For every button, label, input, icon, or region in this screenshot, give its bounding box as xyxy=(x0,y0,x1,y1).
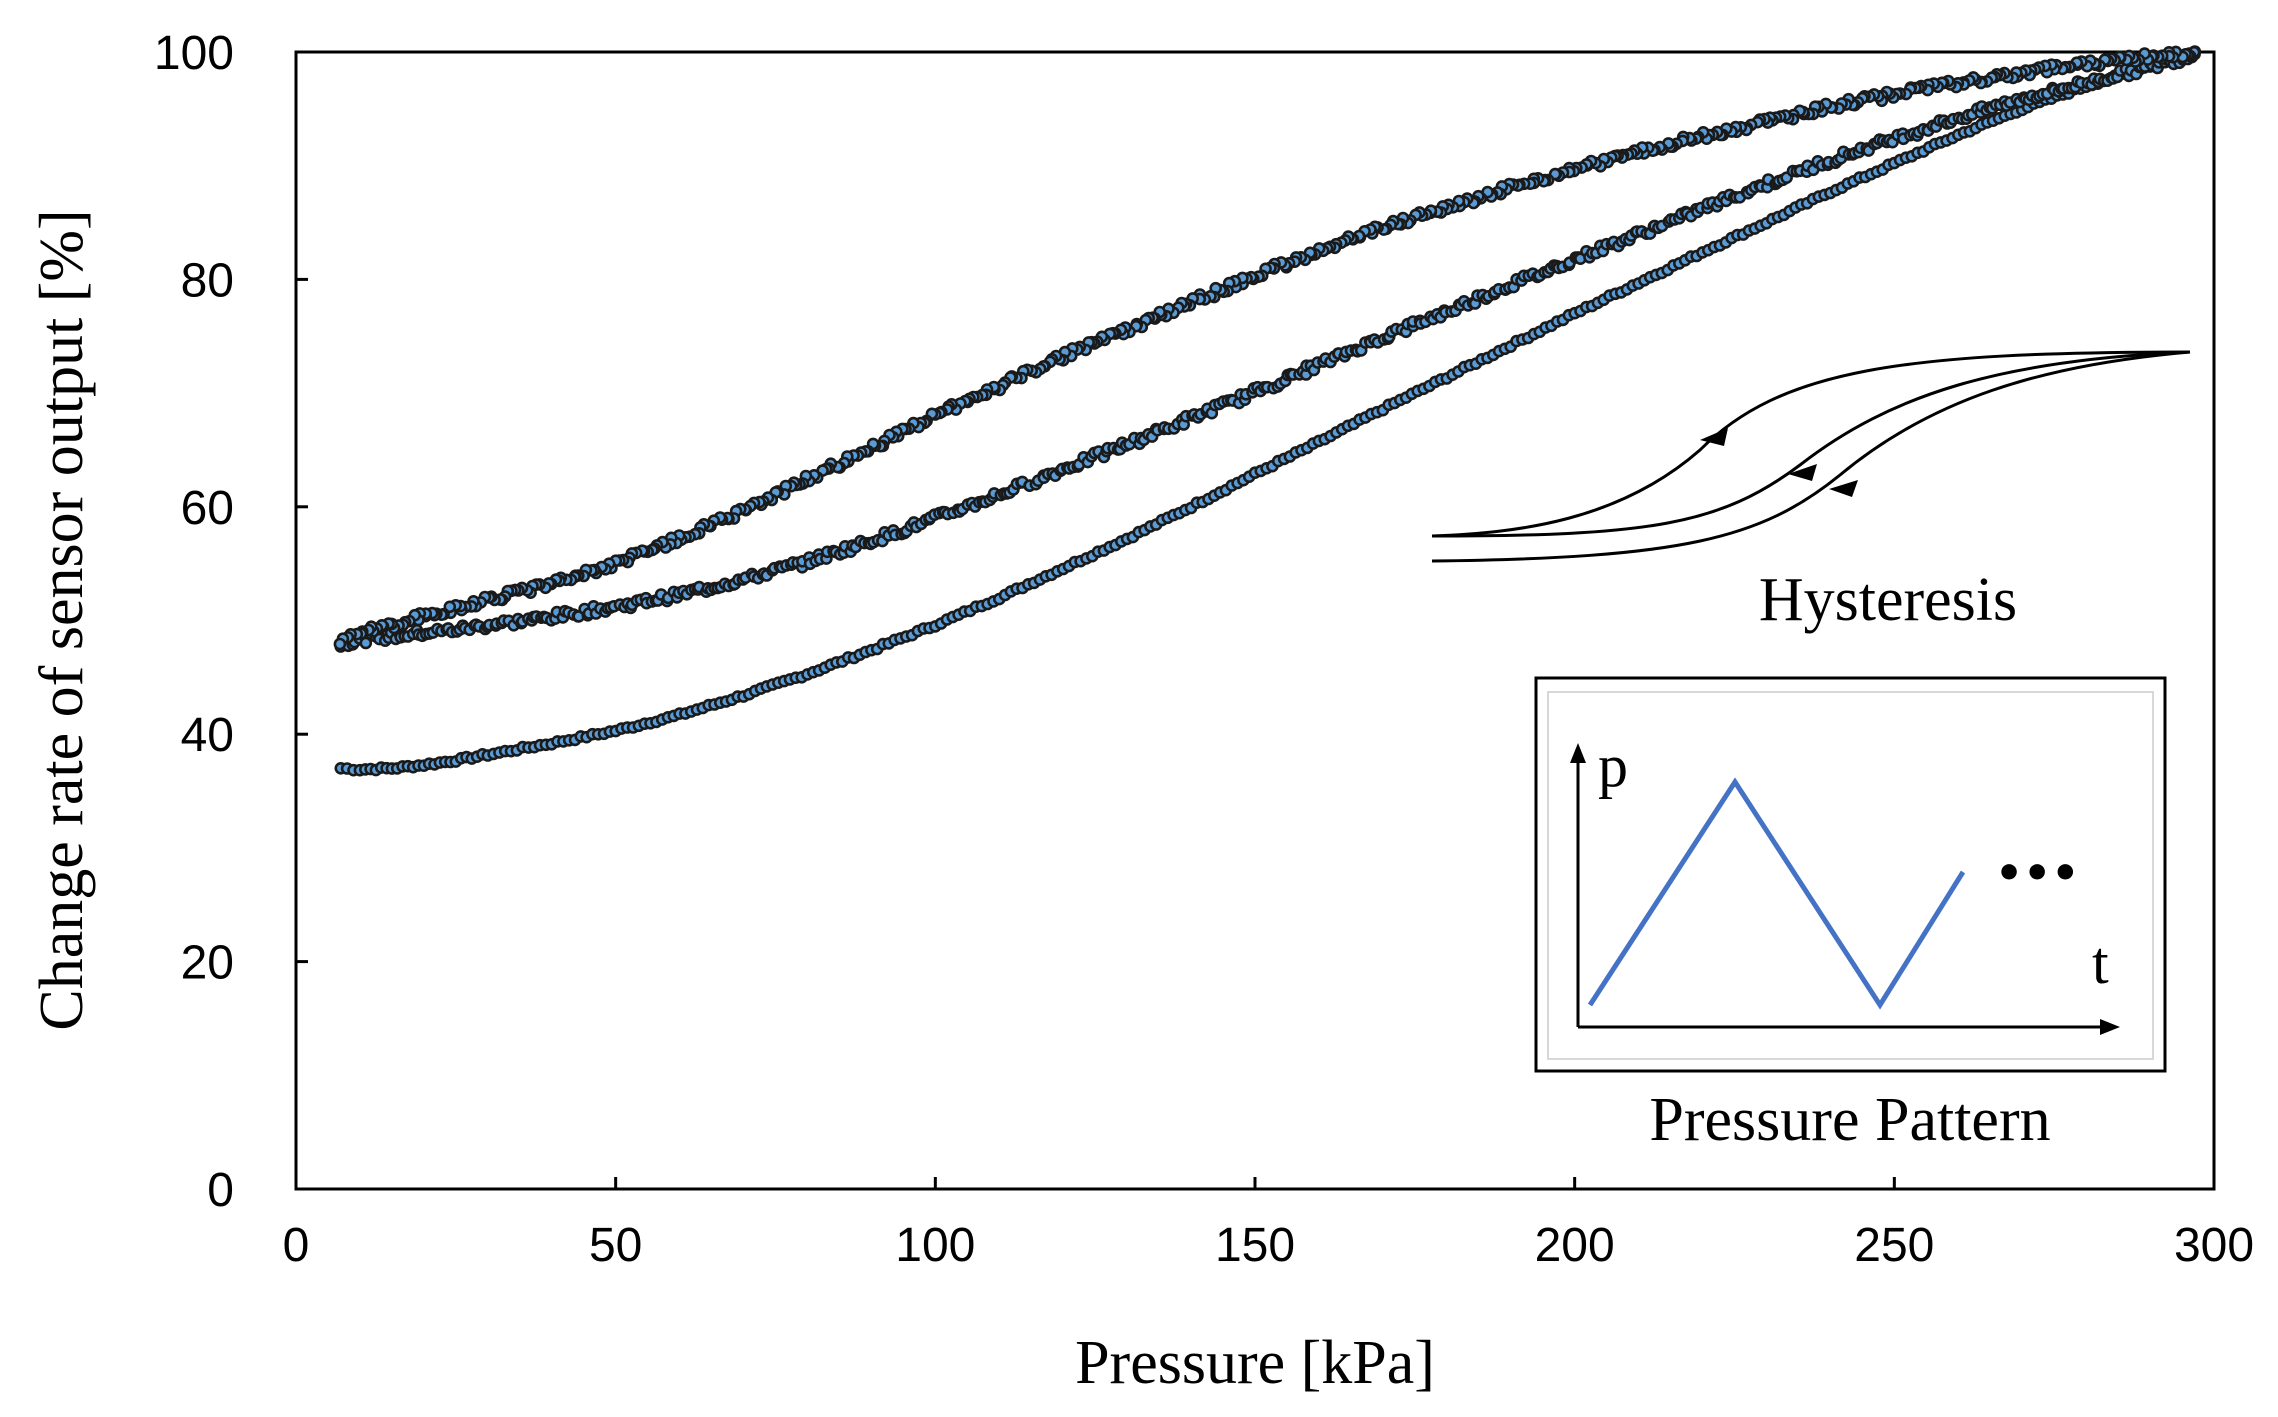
x-tick-label: 300 xyxy=(2174,1219,2254,1272)
y-tick-label: 100 xyxy=(154,27,234,80)
series-first-loading xyxy=(334,45,2202,777)
pattern-continuation-dots: ••• xyxy=(1995,848,2079,899)
pattern-x-axis-arrow-icon xyxy=(2100,1019,2120,1035)
pattern-x-axis-label: t xyxy=(2092,930,2109,996)
pattern-y-axis-label: p xyxy=(1598,733,1628,799)
hysteresis-unloading-curve xyxy=(1431,350,2191,538)
hysteresis-reloading-curve xyxy=(1431,350,2191,538)
hysteresis-label: Hysteresis xyxy=(1759,566,2017,634)
arrow-unloading-icon xyxy=(1700,428,1728,446)
pattern-y-axis-arrow-icon xyxy=(1570,743,1586,763)
y-tick-label: 60 xyxy=(181,482,234,535)
x-tick-label: 250 xyxy=(1854,1219,1934,1272)
data-point xyxy=(359,636,373,650)
x-axis-ticks: 0 50 100 150 200 250 300 xyxy=(283,1177,2254,1272)
x-tick-label: 100 xyxy=(895,1219,975,1272)
pressure-pattern-frame xyxy=(1534,676,2167,1073)
pressure-pattern-inset: p t ••• Pressure Pattern xyxy=(1534,676,2167,1154)
x-tick-label: 50 xyxy=(589,1219,642,1272)
pressure-pattern-label: Pressure Pattern xyxy=(1649,1086,2050,1154)
x-tick-label: 150 xyxy=(1215,1219,1295,1272)
pressure-pattern-inner-frame xyxy=(1547,691,2154,1060)
x-tick-label: 0 xyxy=(283,1219,310,1272)
y-tick-label: 80 xyxy=(181,254,234,307)
x-axis-title: Pressure [kPa] xyxy=(1075,1329,1435,1397)
pressure-pattern-line xyxy=(1587,777,1966,1010)
hysteresis-sketch: Hysteresis xyxy=(1431,350,2191,634)
y-tick-label: 20 xyxy=(181,937,234,990)
arrow-reloading-icon xyxy=(1788,464,1817,481)
data-series-layer xyxy=(333,45,2202,777)
series-unloading xyxy=(333,45,2201,651)
arrow-loading-icon xyxy=(1829,480,1858,497)
y-tick-label: 0 xyxy=(207,1164,234,1217)
y-axis-title: Change rate of sensor output [%] xyxy=(28,209,96,1030)
data-point xyxy=(333,637,347,651)
x-tick-label: 200 xyxy=(1535,1219,1615,1272)
y-tick-label: 40 xyxy=(181,709,234,762)
hysteresis-loading-curve xyxy=(1431,350,2191,563)
y-axis-ticks: 0 20 40 60 80 100 xyxy=(154,27,308,1217)
